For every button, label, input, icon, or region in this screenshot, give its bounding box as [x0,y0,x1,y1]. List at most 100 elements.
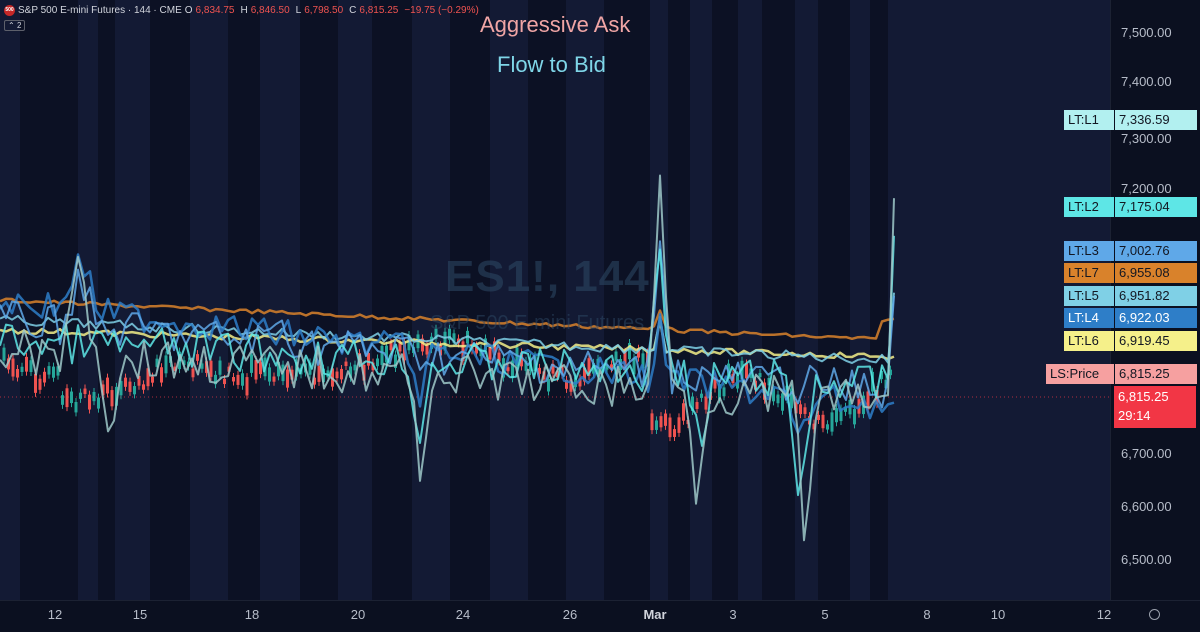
candle-body [272,376,276,382]
candle-body [677,417,681,433]
tag-label: LT:L3 [1064,241,1115,261]
candle-body [11,358,15,377]
y-tick: 7,300.00 [1121,131,1172,146]
candle-body [182,360,186,366]
chart-plot-area[interactable]: 500 S&P 500 E-mini Futures · 144 · CME O… [0,0,1110,600]
indicators-toggle[interactable]: ⌃ 2 [4,20,26,31]
tag-value: 6,922.03 [1115,308,1197,328]
candle-body [110,390,114,407]
x-tick: 20 [350,607,366,622]
last-price-value: 6,815.25 [1118,389,1169,404]
candle-body [191,368,195,378]
candle-body [398,341,402,352]
tag-value: 6,919.45 [1115,331,1197,351]
chevron-up-icon[interactable]: ⌃ 2 [4,20,26,31]
tag-value: 7,336.59 [1115,110,1197,130]
candle-body [425,344,429,355]
y-tick: 6,700.00 [1121,446,1172,461]
candle-body [497,352,501,362]
candle-body [592,362,595,374]
line-l2 [0,235,895,497]
candle-body [223,378,226,385]
candle-body [880,370,883,380]
time-axis[interactable]: 12 10 8 5 3 Mar 26 24 20 18 15 12 [0,600,1200,632]
tag-label: LT:L1 [1064,110,1115,130]
candle-body [38,378,42,390]
candle-body [821,414,825,429]
candle-body [668,417,672,438]
candle-body [106,377,109,394]
candle-body [313,377,316,385]
candle-body [767,377,771,386]
candle-body [250,354,253,373]
session-band [850,0,870,600]
candle-body [52,366,55,378]
x-tick: 3 [729,607,737,622]
candle-body [268,367,271,382]
candle-body [637,348,640,358]
candle-body [830,412,834,432]
candle-body [407,334,411,351]
session-band [795,0,818,600]
candle-body [565,379,568,389]
session-band [412,0,450,600]
candle-body [232,377,235,382]
candle-body [583,367,586,382]
candle-body [452,333,456,343]
candle-body [65,388,69,408]
candle-body [349,366,352,378]
candle-body [209,360,213,377]
candle-body [146,368,150,387]
candle-body [2,347,6,361]
candle-body [317,366,321,382]
candle-body [655,420,658,430]
candle-body [614,351,618,361]
session-band [190,0,228,600]
candle-body [700,393,703,398]
candle-body [47,366,51,375]
candle-body [704,396,708,410]
candle-body [142,384,145,390]
candle-body [101,384,105,396]
high-label: H [240,4,248,16]
candle-body [214,374,217,385]
candle-body [434,328,438,339]
candle-body [682,403,685,421]
x-tick: 26 [562,607,578,622]
candle-body [97,397,100,409]
candle-body [322,368,325,383]
candle-body [515,347,519,367]
candle-body [160,367,163,383]
candle-body [43,371,46,383]
candle-body [286,369,289,388]
line-l1 [0,174,895,542]
candle-body [691,396,694,411]
low-value: 6,798.50 [304,4,344,16]
x-tick: Mar [643,607,667,622]
candle-body [718,384,721,400]
candle-body [628,343,631,360]
session-band [78,0,98,600]
candle-body [124,377,127,387]
candle-body [133,386,136,395]
candle-body [817,414,820,421]
price-chart[interactable] [0,0,1110,600]
candle-body [137,375,141,386]
gear-icon[interactable] [1149,609,1160,620]
x-tick: 24 [455,607,471,622]
candle-body [826,424,829,430]
symbol-header: 500 S&P 500 E-mini Futures · 144 · CME O… [4,3,482,17]
candle-body [259,362,262,375]
candle-body [335,371,339,379]
tag-label: LS:Price [1046,364,1115,384]
candle-body [448,328,451,340]
candle-body [83,388,87,394]
symbol-title[interactable]: S&P 500 E-mini Futures · 144 · CME [18,4,182,16]
y-tick: 6,600.00 [1121,499,1172,514]
candle-body [641,353,645,369]
candle-body [245,377,249,396]
candle-body [200,363,204,369]
candle-body [722,387,726,397]
candle-body [394,354,397,368]
